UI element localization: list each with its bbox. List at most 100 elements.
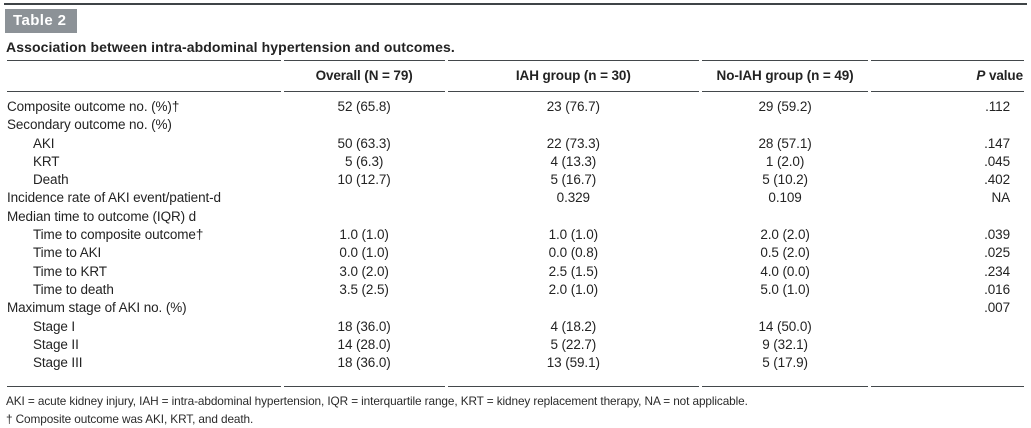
noiah-value-cell: 5 (17.9) — [702, 354, 869, 388]
footnote-dagger: † Composite outcome was AKI, KRT, and de… — [6, 411, 254, 426]
p-value-cell: .402 — [984, 172, 1010, 188]
noiah-value-cell: 1 (2.0) — [765, 153, 805, 169]
top-rule — [4, 3, 1027, 5]
p-value-cell — [871, 318, 1024, 336]
table-row: Median time to outcome (IQR) d — [7, 208, 1024, 226]
row-label-cell: Secondary outcome no. (%) — [7, 117, 172, 133]
iah-value-cell: 23 (76.7) — [546, 99, 600, 114]
footnotes: AKI = acute kidney injury, IAH = intra-a… — [6, 393, 1027, 428]
noiah-value-cell: 28 (57.1) — [758, 135, 812, 151]
footnote-abbreviations: AKI = acute kidney injury, IAH = intra-a… — [6, 394, 748, 409]
overall-value-cell — [284, 189, 445, 207]
p-value-cell — [871, 208, 1024, 226]
p-value-cell: .039 — [984, 227, 1010, 243]
col-header-no-iah-group: No-IAH group (n = 49) — [702, 60, 869, 92]
row-label-cell: Stage III — [7, 354, 281, 388]
iah-value-cell: 2.0 (1.0) — [548, 281, 599, 297]
row-label-cell: Time to KRT — [33, 263, 107, 279]
overall-value-cell: 18 (36.0) — [337, 318, 391, 334]
p-value-word: value — [985, 68, 1023, 83]
p-value-cell: .234 — [984, 263, 1010, 279]
p-value-cell — [871, 336, 1024, 354]
row-label-cell: KRT — [33, 153, 60, 169]
header-row: Overall (N = 79) IAH group (n = 30) No-I… — [7, 60, 1024, 92]
row-label-cell: Time to AKI — [33, 245, 102, 261]
table-row: Time to composite outcome† 1.0 (1.0) 1.0 (… — [7, 226, 1024, 244]
table-row: Maximum stage of AKI no. (%) .007 — [7, 299, 1024, 317]
overall-value-cell: 18 (36.0) — [283, 354, 445, 388]
p-value-cell: .007 — [984, 300, 1010, 316]
col-header-empty — [7, 60, 281, 92]
iah-value-cell: 0.0 (0.8) — [548, 245, 599, 261]
noiah-value-cell: 29 (59.2) — [758, 99, 812, 114]
iah-value-cell: 4 (13.3) — [550, 153, 597, 169]
outcomes-table: Overall (N = 79) IAH group (n = 30) No-I… — [4, 60, 1027, 388]
overall-value-cell: 52 (65.8) — [337, 99, 391, 114]
table-title: Association between intra-abdominal hype… — [6, 39, 455, 55]
table-row: Stage III 18 (36.0) 13 (59.1) 5 (17.9) — [7, 354, 1024, 388]
p-value-cell: .147 — [984, 135, 1010, 151]
row-label-cell: Median time to outcome (IQR) d — [7, 208, 197, 224]
overall-value-cell: 1.0 (1.0) — [339, 227, 389, 243]
iah-value-cell: 22 (73.3) — [546, 135, 600, 151]
overall-value-cell: 14 (28.0) — [337, 336, 391, 352]
p-value-cell: .045 — [984, 153, 1010, 169]
table-row: Incidence rate of AKI event/patient-d 0.3… — [7, 189, 1024, 207]
table-row: Composite outcome no. (%)† 52 (65.8) 23 (7… — [7, 92, 1024, 116]
table-row: Time to AKI 0.0 (1.0) 0.0 (0.8) 0.5 (2.0) .0… — [7, 244, 1024, 262]
row-label-cell: Composite outcome no. (%)† — [7, 99, 180, 114]
p-value-cell: NA — [991, 190, 1010, 206]
iah-value-cell — [448, 116, 700, 134]
p-value-italic-letter: P — [976, 68, 986, 83]
row-label-cell: Maximum stage of AKI no. (%) — [7, 300, 187, 316]
iah-value-cell: 5 (22.7) — [550, 336, 597, 352]
noiah-value-cell: 4.0 (0.0) — [760, 263, 810, 279]
noiah-value-cell: 0.109 — [768, 190, 802, 206]
overall-value-cell: 5 (6.3) — [344, 153, 384, 169]
table-row: Secondary outcome no. (%) — [7, 116, 1024, 134]
row-label-cell: Death — [33, 172, 69, 188]
row-label-cell: Time to death — [33, 281, 114, 297]
row-label-cell: AKI — [33, 135, 55, 151]
table-body: Composite outcome no. (%)† 52 (65.8) 23 (7… — [7, 92, 1024, 388]
iah-value-cell: 0.329 — [556, 190, 590, 206]
table-row: KRT 5 (6.3) 4 (13.3) 1 (2.0) .045 — [7, 153, 1024, 171]
table-row: AKI 50 (63.3) 22 (73.3) 28 (57.1) .147 — [7, 135, 1024, 153]
overall-value-cell — [284, 116, 445, 134]
p-value-cell: .025 — [984, 245, 1010, 261]
iah-value-cell: 4 (18.2) — [550, 318, 597, 334]
overall-value-cell — [284, 299, 445, 317]
noiah-value-cell: 14 (50.0) — [758, 318, 812, 334]
noiah-value-cell: 5 (10.2) — [762, 172, 808, 188]
col-header-p-value: P value — [871, 60, 1024, 92]
col-header-iah-group: IAH group (n = 30) — [447, 60, 700, 92]
p-value-cell: .112 — [985, 99, 1010, 114]
noiah-value-cell: 5.0 (1.0) — [760, 281, 810, 297]
p-value-cell: .016 — [984, 281, 1010, 297]
iah-value-cell: 1.0 (1.0) — [548, 227, 599, 243]
iah-value-cell: 13 (59.1) — [447, 354, 700, 388]
noiah-value-cell — [702, 116, 868, 134]
table-row: Time to death 3.5 (2.5) 2.0 (1.0) 5.0 (1.0)… — [7, 281, 1024, 299]
p-value-cell — [871, 116, 1024, 134]
iah-value-cell: 2.5 (1.5) — [548, 263, 599, 279]
noiah-value-cell — [702, 299, 868, 317]
overall-value-cell — [284, 208, 445, 226]
row-label-cell: Stage II — [33, 336, 79, 352]
noiah-value-cell: 2.0 (2.0) — [760, 227, 810, 243]
table-row: Death 10 (12.7) 5 (16.7) 5 (10.2) .402 — [7, 171, 1024, 189]
p-value-cell — [871, 354, 1024, 388]
overall-value-cell: 0.0 (1.0) — [339, 245, 389, 261]
paper-table-section: Table 2 Association between intra-abdomi… — [0, 3, 1031, 428]
overall-value-cell: 3.0 (2.0) — [339, 263, 389, 279]
row-label-cell: Stage I — [33, 318, 76, 334]
row-label-cell: Incidence rate of AKI event/patient-d — [7, 190, 221, 206]
iah-value-cell: 5 (16.7) — [550, 172, 597, 188]
overall-value-cell: 10 (12.7) — [337, 172, 391, 188]
col-header-overall: Overall (N = 79) — [283, 60, 445, 92]
table-row: Stage I 18 (36.0) 4 (18.2) 14 (50.0) — [7, 318, 1024, 336]
table-row: Stage II 14 (28.0) 5 (22.7) 9 (32.1) — [7, 336, 1024, 354]
table-row: Time to KRT 3.0 (2.0) 2.5 (1.5) 4.0 (0.0) .2… — [7, 263, 1024, 281]
iah-value-cell — [448, 208, 700, 226]
iah-value-cell — [448, 299, 700, 317]
